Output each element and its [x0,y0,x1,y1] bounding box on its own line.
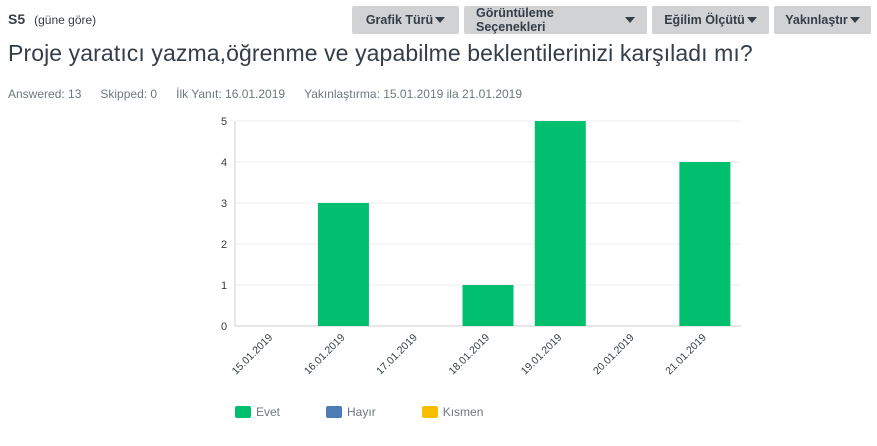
caret-down-icon [435,17,446,23]
legend-item-evet[interactable]: Evet [235,405,280,419]
legend-swatch-hayir [326,406,343,418]
x-tick-label: 20.01.2019 [591,332,637,378]
x-tick-label: 15.01.2019 [230,332,276,378]
zoom-label: Yakınlaştır [785,13,848,27]
chart-type-button[interactable]: Grafik Türü [352,6,459,34]
trend-measure-button[interactable]: Eğilim Ölçütü [652,6,769,34]
y-tick-label: 0 [221,321,227,333]
question-header: S5 (güne göre) [8,11,96,27]
chart-type-label: Grafik Türü [365,13,434,27]
skipped-count: Skipped: 0 [100,87,158,101]
x-tick-label: 21.01.2019 [663,332,709,378]
legend-item-hayir[interactable]: Hayır [326,405,376,419]
bar-evet [679,162,731,326]
y-tick-label: 3 [221,198,227,210]
y-tick-label: 1 [221,280,227,292]
answered-count: Answered: 13 [8,87,82,101]
y-tick-label: 5 [221,116,227,128]
bar-evet [317,203,369,326]
x-tick-label: 19.01.2019 [519,332,565,378]
caret-down-icon [849,17,860,23]
x-tick-label: 17.01.2019 [374,332,420,378]
legend-label-hayir: Hayır [347,405,376,419]
caret-down-icon [746,17,757,23]
legend-label-evet: Evet [256,405,281,419]
legend-swatch-kismen [421,406,438,418]
display-options-button[interactable]: Görüntüleme Seçenekleri [464,6,647,34]
question-subtitle: (güne göre) [34,13,97,27]
y-tick-label: 2 [221,239,227,251]
caret-down-icon [625,17,635,23]
legend-item-kismen[interactable]: Kısmen [421,405,484,419]
chart-legend: Evet Hayır Kısmen [235,405,529,419]
trend-measure-label: Eğilim Ölçütü [664,13,745,27]
x-tick-label: 18.01.2019 [446,332,492,378]
question-title: Proje yaratıcı yazma,öğrenme ve yapabilm… [8,40,753,66]
x-tick-label: 16.01.2019 [302,332,348,378]
chart-toolbar: Grafik Türü Görüntüleme Seçenekleri Eğil… [352,6,871,34]
question-number: S5 [8,11,26,27]
legend-label-kismen: Kısmen [442,405,484,419]
response-stats: Answered: 13 Skipped: 0 İlk Yanıt: 16.01… [8,87,541,101]
y-tick-label: 4 [221,157,227,169]
display-options-label: Görüntüleme Seçenekleri [476,6,554,34]
first-response-date: İlk Yanıt: 16.01.2019 [176,87,286,101]
legend-swatch-evet [235,406,251,418]
zoom-range: Yakınlaştırma: 15.01.2019 ila 21.01.2019 [304,87,523,101]
bar-evet [534,121,586,326]
zoom-button[interactable]: Yakınlaştır [774,6,871,34]
bar-evet [462,285,514,326]
